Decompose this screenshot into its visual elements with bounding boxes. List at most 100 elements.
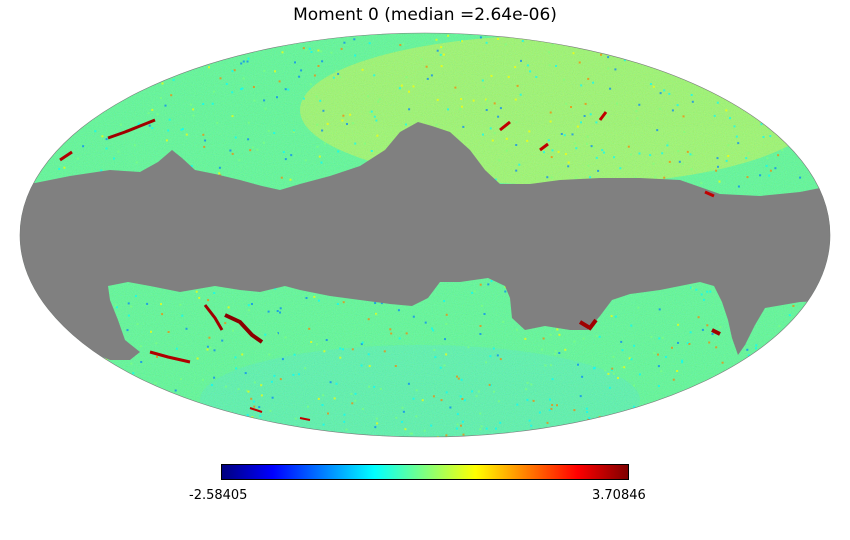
speckle-dot bbox=[505, 137, 508, 140]
speckle-dot bbox=[554, 350, 557, 353]
speckle-dot bbox=[663, 176, 666, 179]
speckle-dot bbox=[774, 167, 777, 170]
speckle-dot bbox=[767, 127, 770, 130]
speckle-dot bbox=[113, 157, 115, 160]
speckle-dot bbox=[555, 65, 557, 67]
speckle-dot bbox=[760, 123, 763, 126]
speckle-dot bbox=[390, 332, 393, 335]
speckle-dot bbox=[298, 373, 300, 376]
speckle-dot bbox=[221, 339, 224, 342]
speckle-dot bbox=[485, 109, 488, 111]
speckle-dot bbox=[432, 395, 435, 398]
speckle-dot bbox=[287, 88, 290, 91]
speckle-dot bbox=[247, 138, 250, 141]
speckle-dot bbox=[203, 145, 206, 148]
speckle-dot bbox=[719, 326, 722, 329]
speckle-dot bbox=[370, 150, 373, 152]
speckle-dot bbox=[546, 421, 549, 424]
speckle-dot bbox=[443, 364, 446, 367]
speckle-dot bbox=[460, 424, 462, 427]
speckle-dot bbox=[251, 416, 254, 419]
speckle-dot bbox=[94, 130, 97, 133]
speckle-dot bbox=[105, 147, 108, 150]
colorbar-max-label: 3.70846 bbox=[592, 488, 646, 503]
speckle-dot bbox=[528, 419, 531, 422]
speckle-dot bbox=[445, 313, 448, 316]
speckle-dot bbox=[690, 168, 693, 171]
speckle-dot bbox=[581, 375, 584, 378]
speckle-dot bbox=[691, 154, 694, 157]
speckle-dot bbox=[766, 157, 769, 160]
speckle-dot bbox=[574, 142, 577, 145]
speckle-dot bbox=[326, 122, 329, 125]
speckle-dot bbox=[234, 136, 237, 139]
speckle-dot bbox=[151, 108, 154, 111]
speckle-dot bbox=[549, 398, 551, 401]
speckle-dot bbox=[515, 169, 518, 172]
speckle-dot bbox=[350, 393, 353, 395]
speckle-dot bbox=[551, 404, 554, 406]
speckle-dot bbox=[156, 355, 158, 358]
speckle-dot bbox=[445, 353, 448, 356]
speckle-dot bbox=[597, 169, 600, 172]
speckle-dot bbox=[524, 337, 527, 340]
speckle-dot bbox=[320, 50, 323, 53]
speckle-dot bbox=[717, 165, 719, 168]
speckle-dot bbox=[431, 327, 433, 330]
speckle-dot bbox=[405, 76, 408, 79]
speckle-dot bbox=[567, 165, 570, 168]
speckle-dot bbox=[652, 162, 655, 165]
speckle-dot bbox=[442, 53, 445, 56]
speckle-dot bbox=[620, 340, 623, 343]
speckle-dot bbox=[688, 343, 691, 345]
speckle-dot bbox=[342, 114, 345, 117]
speckle-dot bbox=[638, 103, 641, 106]
speckle-dot bbox=[300, 69, 303, 72]
speckle-dot bbox=[489, 355, 492, 358]
speckle-dot bbox=[759, 174, 762, 177]
speckle-dot bbox=[586, 411, 589, 413]
speckle-dot bbox=[161, 313, 164, 316]
speckle-dot bbox=[227, 306, 230, 309]
speckle-dot bbox=[567, 161, 570, 164]
speckle-dot bbox=[614, 315, 617, 318]
speckle-dot bbox=[208, 336, 211, 339]
speckle-dot bbox=[216, 121, 219, 124]
filament-south-1 bbox=[224, 313, 264, 344]
speckle-dot bbox=[563, 78, 565, 81]
speckle-dot bbox=[322, 109, 325, 112]
speckle-dot bbox=[543, 151, 545, 154]
speckle-dot bbox=[514, 66, 517, 68]
speckle-dot bbox=[633, 384, 636, 387]
speckle-dot bbox=[436, 49, 439, 52]
speckle-dot bbox=[420, 58, 423, 61]
speckle-dot bbox=[397, 309, 400, 312]
speckle-dot bbox=[185, 133, 188, 136]
speckle-dot bbox=[551, 378, 554, 381]
speckle-dot bbox=[407, 382, 410, 385]
speckle-dot bbox=[377, 100, 380, 103]
speckle-dot bbox=[663, 89, 666, 92]
speckle-dot bbox=[551, 149, 554, 152]
speckle-dot bbox=[493, 390, 495, 393]
speckle-dot bbox=[242, 77, 245, 80]
speckle-dot bbox=[114, 304, 117, 307]
speckle-dot bbox=[439, 366, 442, 369]
speckle-dot bbox=[689, 153, 692, 156]
speckle-dot bbox=[445, 391, 448, 394]
speckle-dot bbox=[690, 286, 692, 289]
speckle-dot bbox=[709, 290, 712, 293]
speckle-dot bbox=[737, 142, 740, 145]
speckle-dot bbox=[267, 129, 270, 132]
speckle-dot bbox=[716, 101, 719, 104]
speckle-dot bbox=[616, 102, 618, 105]
speckle-dot bbox=[360, 343, 363, 346]
speckle-dot bbox=[588, 417, 591, 419]
speckle-dot bbox=[278, 80, 281, 83]
speckle-dot bbox=[471, 390, 474, 393]
speckle-dot bbox=[715, 169, 718, 172]
speckle-dot bbox=[630, 324, 633, 327]
speckle-dot bbox=[190, 103, 192, 106]
speckle-dot bbox=[181, 314, 184, 317]
